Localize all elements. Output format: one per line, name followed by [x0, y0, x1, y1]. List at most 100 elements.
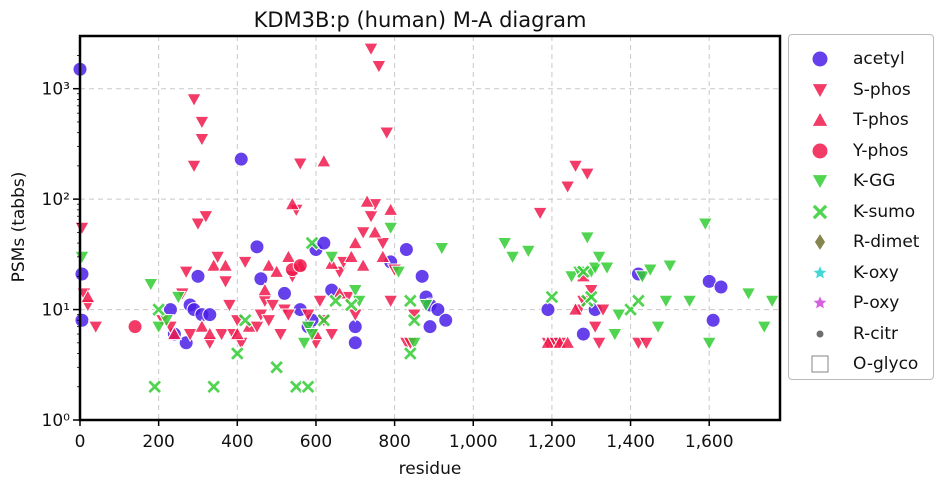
data-point-k-gg	[662, 259, 678, 274]
data-point-s-phos	[371, 60, 387, 75]
data-point-s-phos	[272, 327, 289, 343]
data-point-k-gg	[764, 294, 780, 309]
y-tick-label: 10⁰	[42, 411, 71, 431]
data-points	[72, 42, 780, 395]
data-point-t-phos	[268, 263, 285, 278]
data-point-s-phos	[209, 250, 226, 265]
legend-marker-k-gg	[811, 174, 829, 191]
legend-marker-acetyl	[811, 50, 829, 68]
legend-item-s-phos: S-phos	[789, 74, 935, 104]
data-point-k-gg	[756, 320, 773, 335]
data-point-k-sumo	[343, 297, 360, 313]
chart-title: KDM3B:p (human) M-A diagram	[254, 8, 587, 32]
x-tick-label: 1,000	[449, 432, 498, 452]
data-point-acetyl	[316, 235, 332, 251]
data-point-s-phos	[178, 265, 195, 280]
legend-marker-t-phos	[811, 110, 829, 127]
data-point-k-sumo	[304, 235, 320, 251]
data-point-acetyl	[74, 266, 90, 282]
data-point-s-phos	[237, 255, 254, 270]
data-point-k-sumo	[300, 379, 316, 395]
data-point-t-phos	[217, 257, 234, 272]
data-point-s-phos	[638, 336, 655, 351]
data-point-k-sumo	[268, 359, 285, 376]
data-point-acetyl	[202, 307, 218, 323]
legend-item-t-phos: T-phos	[789, 104, 935, 134]
data-point-t-phos	[355, 257, 371, 272]
data-point-k-sumo	[316, 312, 332, 328]
x-tick-label: 1,600	[685, 432, 734, 452]
data-point-k-gg	[642, 263, 659, 278]
data-point-s-phos	[591, 336, 607, 351]
data-point-k-gg	[406, 336, 423, 351]
data-point-acetyl	[276, 285, 292, 301]
data-point-t-phos	[359, 193, 375, 208]
data-point-s-phos	[190, 217, 206, 232]
data-point-k-gg	[520, 244, 537, 259]
data-point-k-gg	[579, 231, 596, 246]
data-point-t-phos	[166, 326, 183, 341]
data-point-s-phos	[186, 159, 202, 174]
x-tick-label: 1,200	[528, 432, 577, 452]
grid-lines	[79, 36, 780, 420]
data-point-s-phos	[312, 294, 328, 309]
data-point-acetyl	[190, 268, 206, 284]
x-axis-label: residue	[399, 459, 462, 479]
data-point-s-phos	[197, 210, 214, 225]
data-point-k-sumo	[406, 312, 422, 328]
data-point-s-phos	[567, 159, 584, 174]
data-point-k-gg	[158, 314, 175, 329]
data-point-t-phos	[260, 257, 277, 272]
legend-marker-p-oxy	[811, 293, 829, 311]
legend-marker-shape	[811, 50, 829, 68]
legend-label: K-oxy	[853, 262, 899, 283]
legend-item-k-oxy: K-oxy	[789, 257, 935, 287]
legend-marker-s-phos	[811, 82, 829, 99]
x-tick-label: 1,400	[606, 432, 655, 452]
y-tick-label: 10¹	[42, 301, 70, 321]
data-point-k-gg	[323, 250, 340, 265]
data-point-acetyl	[414, 268, 430, 284]
data-point-t-phos	[367, 224, 383, 239]
data-point-s-phos	[378, 126, 395, 141]
data-point-s-phos	[579, 167, 596, 182]
data-point-t-phos	[201, 326, 218, 341]
x-axis-ticks: 0 200 400 600 800 1,000 1,200 1,400 1,600	[75, 420, 734, 452]
x-tick-label: 800	[378, 432, 410, 452]
data-point-t-phos	[229, 326, 246, 341]
data-point-k-gg	[599, 261, 615, 276]
data-point-k-gg	[681, 294, 698, 309]
data-point-k-gg	[74, 250, 90, 265]
data-point-k-sumo	[402, 293, 419, 309]
legend-label: S-phos	[853, 79, 911, 100]
data-point-k-gg	[347, 284, 364, 299]
legend: acetyl S-phos T-phos Y-phos K-GG K-sumo R-dime…	[788, 34, 934, 380]
data-point-s-phos	[213, 327, 230, 343]
legend-label: T-phos	[853, 110, 909, 130]
data-point-k-gg	[504, 250, 521, 265]
data-point-k-sumo	[630, 293, 647, 309]
legend-marker-r-citr	[815, 329, 825, 338]
data-point-k-gg	[610, 308, 627, 323]
data-point-k-sumo	[583, 289, 599, 305]
data-point-s-phos	[186, 93, 202, 108]
data-point-t-phos	[540, 334, 556, 349]
legend-marker-shape	[811, 142, 829, 159]
data-point-k-gg	[634, 270, 651, 285]
data-point-s-phos	[355, 226, 371, 241]
data-point-k-sumo	[150, 301, 167, 318]
data-point-k-gg	[606, 327, 623, 343]
data-point-k-gg	[382, 221, 399, 236]
data-point-k-gg	[390, 265, 407, 280]
data-point-s-phos	[587, 320, 604, 335]
data-point-k-gg	[697, 217, 714, 232]
data-point-t-phos	[343, 248, 360, 263]
data-point-s-phos	[292, 157, 309, 172]
data-point-k-sumo	[206, 379, 222, 395]
data-point-k-sumo	[402, 345, 419, 362]
legend-marker-k-sumo	[811, 202, 829, 221]
data-point-acetyl	[713, 279, 729, 295]
data-point-s-phos	[221, 298, 238, 314]
legend-marker-shape	[811, 293, 829, 311]
data-point-k-sumo	[237, 312, 253, 328]
